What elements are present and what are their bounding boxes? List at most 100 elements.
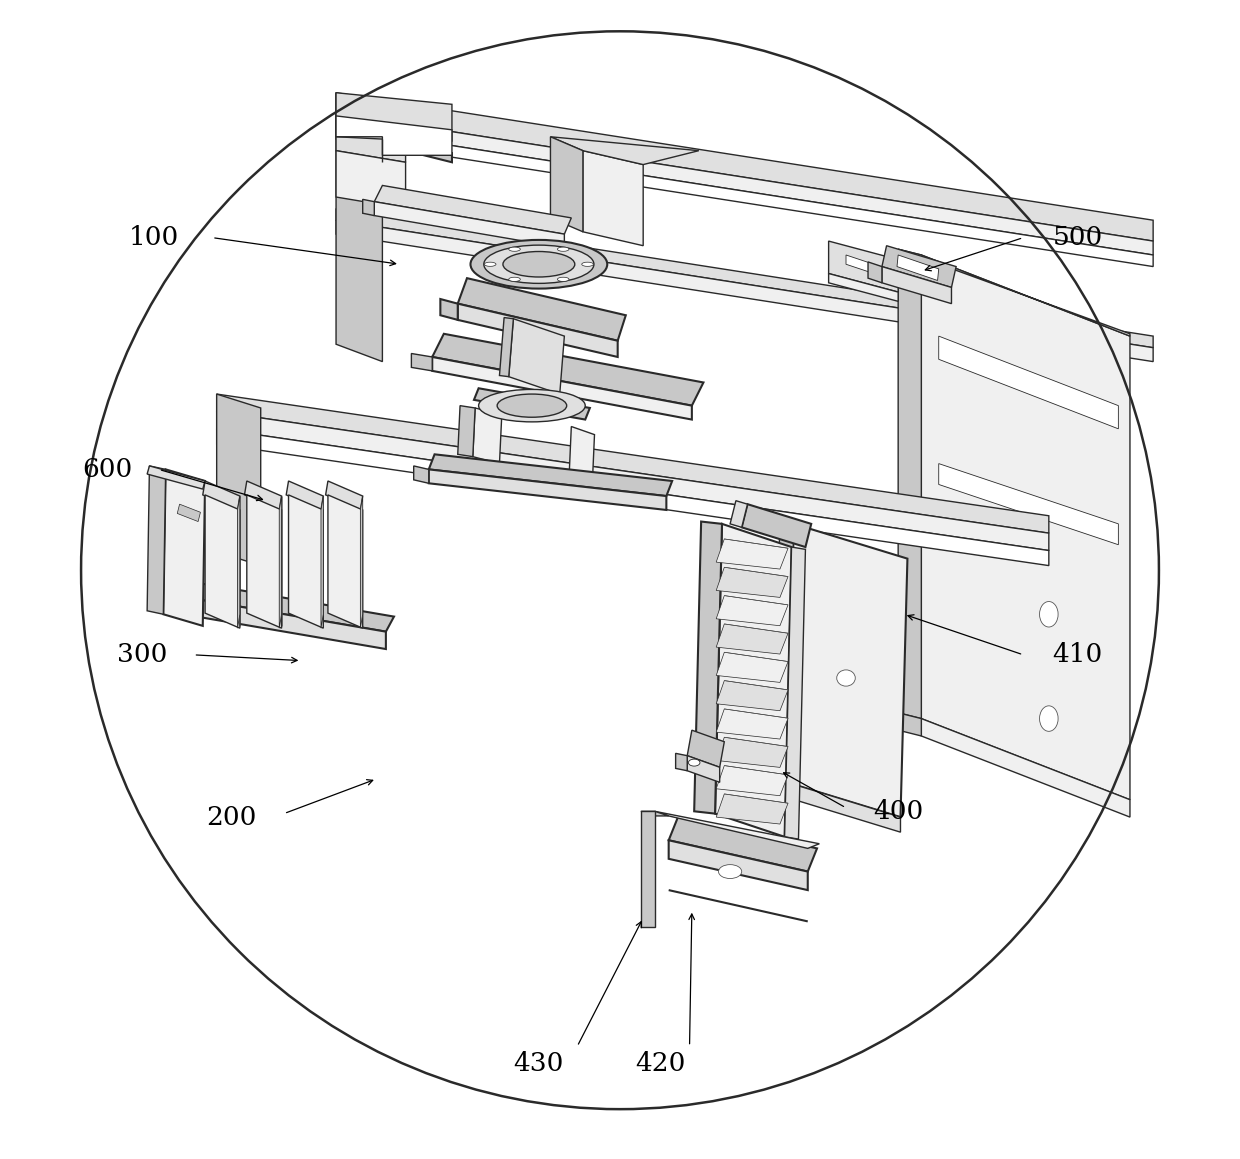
Text: 100: 100	[129, 225, 180, 250]
Polygon shape	[921, 255, 1130, 800]
Polygon shape	[687, 756, 719, 782]
Polygon shape	[238, 496, 239, 628]
Ellipse shape	[688, 759, 699, 766]
Polygon shape	[336, 151, 405, 209]
Ellipse shape	[558, 277, 569, 282]
Polygon shape	[336, 93, 451, 162]
Polygon shape	[641, 811, 655, 927]
Text: 200: 200	[207, 804, 257, 830]
Polygon shape	[361, 496, 363, 628]
Polygon shape	[897, 255, 939, 280]
Ellipse shape	[558, 247, 569, 252]
Polygon shape	[717, 794, 789, 824]
Polygon shape	[655, 811, 820, 848]
Polygon shape	[244, 481, 281, 510]
Polygon shape	[694, 522, 722, 814]
Polygon shape	[583, 151, 644, 246]
Polygon shape	[363, 199, 374, 216]
Polygon shape	[717, 567, 789, 597]
Polygon shape	[164, 469, 205, 626]
Polygon shape	[458, 278, 626, 341]
Polygon shape	[921, 719, 1130, 817]
Polygon shape	[687, 730, 724, 767]
Polygon shape	[882, 246, 956, 287]
Polygon shape	[898, 713, 921, 736]
Polygon shape	[429, 469, 666, 510]
Ellipse shape	[497, 394, 567, 417]
Polygon shape	[458, 304, 618, 357]
Polygon shape	[336, 93, 382, 362]
Polygon shape	[458, 406, 475, 457]
Polygon shape	[717, 766, 789, 796]
Polygon shape	[148, 466, 166, 614]
Polygon shape	[321, 496, 324, 628]
Polygon shape	[717, 680, 789, 710]
Text: 430: 430	[513, 1051, 564, 1077]
Polygon shape	[641, 811, 668, 816]
Ellipse shape	[1039, 706, 1058, 731]
Polygon shape	[184, 597, 386, 649]
Ellipse shape	[470, 240, 608, 289]
Polygon shape	[414, 466, 429, 483]
Polygon shape	[668, 840, 807, 890]
Text: 400: 400	[873, 799, 924, 824]
Ellipse shape	[718, 865, 742, 879]
Polygon shape	[148, 466, 205, 489]
Ellipse shape	[1039, 602, 1058, 627]
Text: 500: 500	[1053, 225, 1102, 250]
Polygon shape	[868, 262, 882, 283]
Text: 300: 300	[118, 642, 167, 668]
Polygon shape	[500, 318, 513, 377]
Polygon shape	[336, 209, 1153, 348]
Polygon shape	[474, 388, 590, 420]
Polygon shape	[177, 504, 201, 522]
Text: 420: 420	[635, 1051, 686, 1077]
Polygon shape	[828, 274, 898, 301]
Ellipse shape	[508, 247, 521, 252]
Polygon shape	[336, 220, 1153, 362]
Polygon shape	[717, 653, 789, 683]
Polygon shape	[336, 114, 1153, 255]
Polygon shape	[472, 408, 502, 464]
Ellipse shape	[503, 252, 575, 277]
Polygon shape	[166, 591, 184, 614]
Polygon shape	[828, 241, 898, 292]
Polygon shape	[717, 596, 789, 626]
Polygon shape	[405, 141, 451, 162]
Ellipse shape	[479, 389, 585, 422]
Polygon shape	[846, 255, 880, 276]
Polygon shape	[429, 454, 672, 496]
Polygon shape	[742, 504, 811, 547]
Ellipse shape	[484, 245, 594, 284]
Polygon shape	[717, 737, 789, 767]
Polygon shape	[217, 411, 1049, 551]
Polygon shape	[569, 427, 594, 487]
Polygon shape	[717, 539, 789, 569]
Polygon shape	[217, 394, 260, 566]
Polygon shape	[217, 394, 1049, 533]
Polygon shape	[551, 137, 699, 165]
Polygon shape	[730, 501, 748, 527]
Polygon shape	[286, 481, 324, 510]
Ellipse shape	[837, 670, 856, 686]
Polygon shape	[279, 496, 281, 628]
Polygon shape	[247, 495, 281, 628]
Polygon shape	[203, 481, 239, 510]
Polygon shape	[785, 547, 806, 839]
Polygon shape	[336, 93, 1153, 241]
Polygon shape	[668, 890, 807, 921]
Text: 600: 600	[83, 457, 133, 482]
Polygon shape	[717, 624, 789, 654]
Polygon shape	[205, 495, 239, 628]
Polygon shape	[184, 582, 394, 632]
Polygon shape	[898, 249, 921, 719]
Polygon shape	[433, 357, 692, 420]
Polygon shape	[433, 334, 703, 406]
Polygon shape	[882, 267, 951, 304]
Polygon shape	[715, 524, 791, 837]
Polygon shape	[939, 464, 1118, 545]
Polygon shape	[508, 319, 564, 394]
Polygon shape	[440, 299, 458, 320]
Text: 410: 410	[1053, 642, 1102, 668]
Ellipse shape	[508, 277, 521, 282]
